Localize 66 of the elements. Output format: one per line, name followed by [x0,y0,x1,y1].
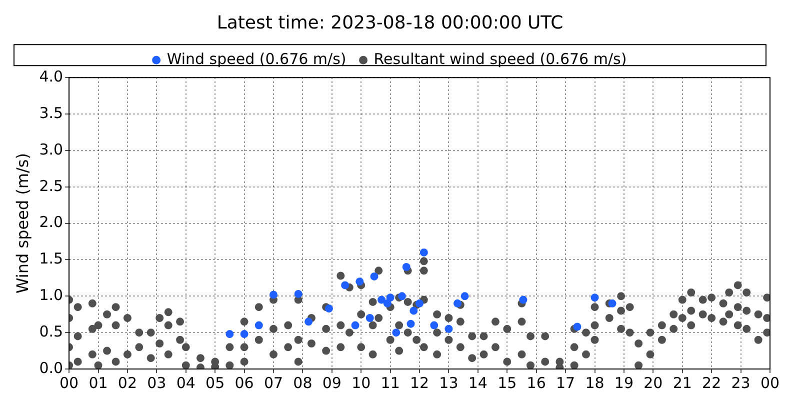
x-tick-label: 18 [585,374,604,392]
x-tick-label: 14 [468,374,488,392]
y-axis-title: Wind speed (m/s) [12,153,32,294]
y-tick-label: 2.0 [39,213,64,232]
x-tick-label: 07 [264,374,284,392]
chart-title: Latest time: 2023-08-18 00:00:00 UTC [216,12,564,34]
x-tick-label: 22 [702,374,722,392]
x-tick-label: 09 [322,374,342,392]
point [410,306,418,315]
point [444,324,453,333]
y-tick-label: 0.5 [39,322,64,340]
y-tick-label: 3.5 [39,104,64,122]
point [294,290,302,298]
legend-label: Wind speed (0.676 m/s) [166,50,346,68]
point [383,299,392,308]
point [402,263,410,272]
point [356,278,364,286]
point [416,299,424,308]
point [240,330,248,338]
point [324,304,333,313]
y-tick-label: 1.5 [39,250,64,268]
point [430,321,438,330]
point [573,322,582,331]
legend-label: Resultant wind speed (0.676 m/s) [374,50,627,68]
y-tick-label: 1.0 [39,286,64,304]
x-tick-label: 12 [410,374,430,392]
x-tick-label: 16 [526,374,546,392]
x-tick-label: 13 [439,374,458,392]
x-tick-label: 15 [498,374,517,392]
x-tick-label: 11 [380,374,400,392]
x-tick-label: 00 [760,374,780,392]
x-tick-label: 06 [234,374,254,392]
x-tick-label: 17 [556,374,576,392]
point [392,328,400,337]
x-tick-label: 01 [88,374,108,392]
y-tick-label: 3.0 [39,140,64,158]
x-tick-label: 23 [731,374,750,392]
x-tick-label: 19 [614,374,634,392]
point [608,299,616,308]
point [460,292,469,300]
point [386,294,394,302]
point [590,294,599,302]
point [351,321,360,330]
x-tick-label: 04 [176,374,196,392]
point [378,296,386,304]
point [304,318,313,326]
point [226,330,234,338]
point [453,299,462,308]
point [420,248,428,256]
point [366,314,374,322]
point [398,292,406,300]
x-tick-label: 05 [206,374,225,392]
x-tick-label: 21 [672,374,692,392]
point [370,272,378,280]
point [406,320,415,328]
point [270,290,278,299]
x-tick-label: 10 [352,374,371,392]
x-tick-label: 03 [147,374,166,392]
y-tick-label: 2.5 [39,176,64,195]
point [341,281,350,290]
x-tick-label: 20 [644,374,663,392]
point [519,296,528,304]
y-tick-label: 4.0 [39,67,64,86]
point [254,321,263,330]
x-tick-label: 02 [118,374,138,392]
x-tick-label: 08 [293,374,312,392]
